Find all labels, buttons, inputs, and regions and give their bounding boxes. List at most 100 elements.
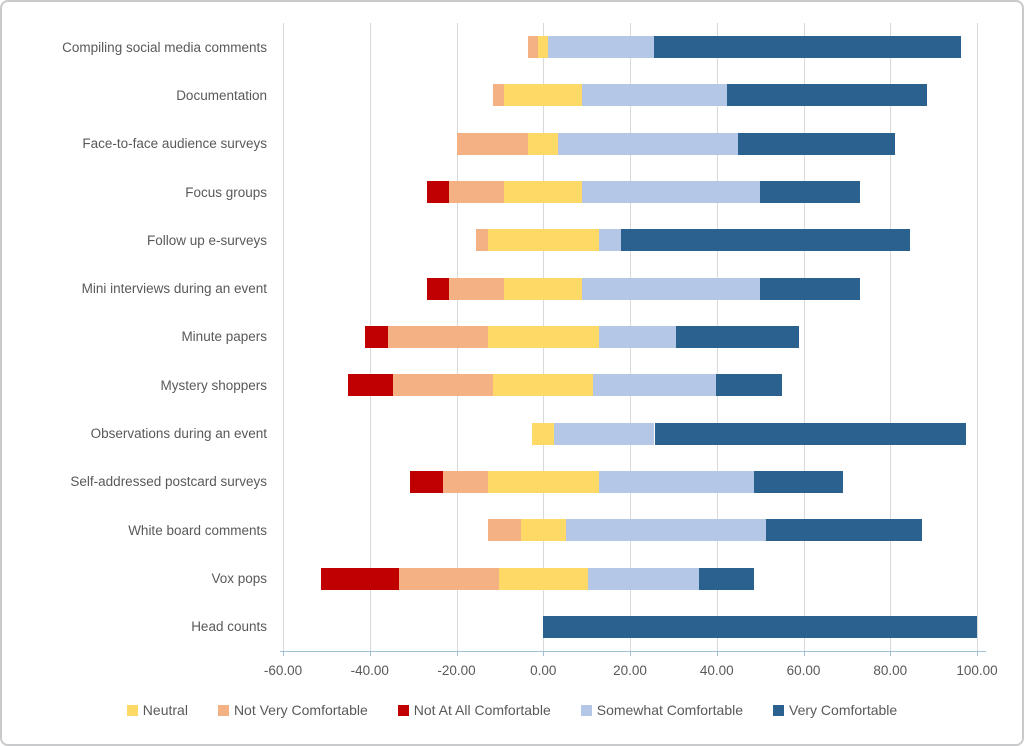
bar-segment-neutral	[504, 277, 583, 300]
bar-segment-not-very-comfortable	[476, 229, 488, 252]
category-label: Compiling social media comments	[62, 39, 267, 55]
legend-swatch-neutral	[126, 704, 138, 716]
axis-tick	[630, 651, 631, 656]
bar-segment-very-comfortable	[543, 615, 977, 638]
axis-tick	[890, 651, 892, 656]
bar-segment-very-comfortable	[738, 132, 895, 155]
bar-segment-not-at-all-comfortable	[365, 326, 388, 348]
legend-label: Neutral	[142, 702, 188, 718]
x-axis-label: 40.00	[699, 663, 734, 678]
category-label: Mini interviews during an event	[81, 281, 267, 297]
gridline	[803, 23, 805, 651]
bar-segment-very-comfortable	[759, 277, 861, 300]
bar-segment-not-very-comfortable	[387, 326, 488, 348]
bar-segment-neutral	[504, 84, 583, 107]
x-axis-label: 80.00	[873, 663, 908, 678]
bar-segment-somewhat-comfortable	[565, 519, 766, 542]
x-axis-label: -40.00	[350, 663, 389, 678]
axis-tick	[369, 651, 371, 656]
bar-segment-not-very-comfortable	[448, 277, 505, 300]
bar-segment-not-very-comfortable	[492, 84, 505, 107]
legend-swatch-very-comfortable	[773, 704, 785, 716]
bar-segment-somewhat-comfortable	[593, 374, 716, 397]
bar-segment-somewhat-comfortable	[598, 229, 621, 252]
legend-swatch-not-very-comfortable	[217, 704, 229, 716]
x-axis-label: -60.00	[263, 663, 303, 678]
bar-segment-very-comfortable	[726, 84, 928, 107]
gridline	[890, 23, 892, 651]
bar-segment-not-very-comfortable	[398, 567, 499, 590]
category-label: Face-to-face audience surveys	[82, 136, 267, 152]
axis-tick	[977, 651, 978, 656]
category-label: Documentation	[176, 87, 267, 103]
axis-tick	[283, 651, 284, 656]
category-label: Observations during an event	[90, 426, 267, 442]
legend-item-not-at-all-comfortable: Not At All Comfortable	[397, 702, 551, 718]
bar-segment-neutral	[487, 326, 599, 348]
axis-tick	[803, 651, 805, 656]
legend-swatch-not-at-all-comfortable	[397, 704, 409, 716]
legend-item-neutral: Neutral	[126, 702, 188, 718]
category-label: Self-addressed postcard surveys	[70, 474, 267, 490]
x-axis-label: -20.00	[437, 663, 476, 678]
bar-segment-somewhat-comfortable	[598, 326, 677, 348]
category-label: White board comments	[128, 522, 267, 538]
bar-segment-not-very-comfortable	[392, 374, 494, 397]
bar-segment-somewhat-comfortable	[582, 181, 760, 204]
bar-segment-not-very-comfortable	[443, 470, 488, 493]
bar-segment-somewhat-comfortable	[548, 36, 655, 59]
bar-segment-not-very-comfortable	[527, 36, 539, 59]
bar-segment-neutral	[504, 181, 583, 204]
legend-label: Very Comfortable	[789, 702, 898, 718]
bar-segment-very-comfortable	[698, 567, 755, 590]
bar-segment-somewhat-comfortable	[554, 422, 655, 445]
bar-segment-neutral	[538, 36, 549, 59]
legend-item-somewhat-comfortable: Somewhat Comfortable	[580, 702, 744, 718]
axis-tick	[543, 651, 545, 656]
bar-segment-not-very-comfortable	[487, 519, 521, 542]
legend-label: Not Very Comfortable	[233, 702, 368, 718]
legend: Neutral Not Very Comfortable Not At All Co…	[2, 702, 1022, 718]
category-label: Focus groups	[185, 184, 267, 200]
category-label: Follow up e-surveys	[146, 232, 267, 248]
legend-item-very-comfortable: Very Comfortable	[773, 702, 897, 718]
gridline	[977, 23, 978, 651]
bar-segment-neutral	[498, 567, 588, 590]
bar-segment-somewhat-comfortable	[582, 84, 727, 107]
bar-segment-neutral	[487, 229, 599, 252]
bar-segment-not-at-all-comfortable	[348, 374, 393, 397]
bar-segment-very-comfortable	[620, 229, 911, 252]
bar-segment-very-comfortable	[676, 326, 799, 348]
category-label: Head counts	[191, 619, 267, 635]
bar-segment-neutral	[520, 519, 566, 542]
bar-segment-somewhat-comfortable	[558, 132, 739, 155]
axis-tick	[456, 651, 458, 656]
x-axis-label: 20.00	[613, 663, 647, 678]
bar-segment-not-at-all-comfortable	[426, 181, 449, 204]
bar-segment-not-at-all-comfortable	[426, 277, 449, 300]
gridline	[283, 23, 284, 651]
bar-segment-very-comfortable	[715, 374, 783, 397]
bar-segment-not-very-comfortable	[448, 181, 505, 204]
bar-segment-very-comfortable	[765, 519, 922, 542]
bar-segment-very-comfortable	[654, 36, 961, 59]
bar-segment-neutral	[493, 374, 594, 397]
x-axis-label: 60.00	[786, 663, 821, 678]
legend-label: Somewhat Comfortable	[596, 702, 744, 718]
x-axis-label: 0.00	[530, 663, 557, 678]
category-label: Minute papers	[181, 329, 267, 345]
bar-segment-somewhat-comfortable	[598, 470, 755, 493]
bar-segment-not-very-comfortable	[457, 132, 529, 155]
bar-segment-very-comfortable	[759, 181, 861, 204]
bar-segment-neutral	[532, 422, 555, 445]
bar-segment-not-at-all-comfortable	[320, 567, 399, 590]
bar-segment-neutral	[487, 470, 599, 493]
legend-item-not-very-comfortable: Not Very Comfortable	[217, 702, 368, 718]
x-axis-label: 100.00	[956, 663, 998, 678]
axis-tick	[716, 651, 718, 656]
x-axis-line	[280, 651, 986, 652]
bar-segment-very-comfortable	[654, 422, 966, 445]
category-label: Vox pops	[211, 571, 267, 587]
bar-segment-somewhat-comfortable	[587, 567, 699, 590]
